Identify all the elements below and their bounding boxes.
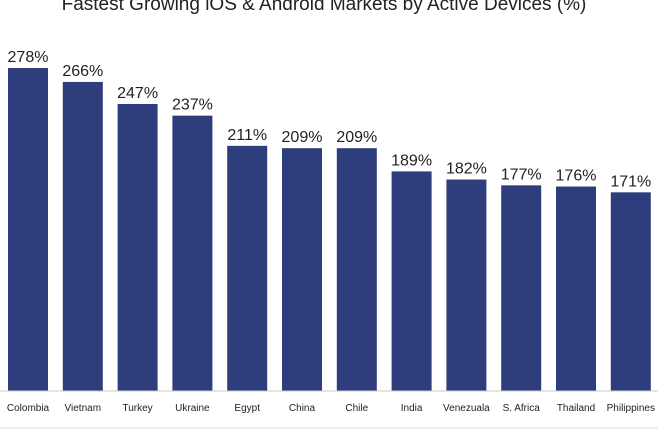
value-label: 211% <box>227 127 267 144</box>
bar-venezuala <box>446 179 487 391</box>
bars-group: 278% Colombia 266% Vietnam 247% Turkey 237% Ukr… <box>7 49 655 414</box>
x-tick-label: Philippines <box>607 403 655 414</box>
value-label: 278% <box>8 49 49 66</box>
bar-philippines <box>610 192 651 391</box>
value-label: 237% <box>172 97 213 114</box>
x-tick-label: Thailand <box>557 403 595 414</box>
x-tick-label: Egypt <box>234 403 260 414</box>
value-label: 247% <box>117 85 158 102</box>
x-tick-label: India <box>401 403 423 414</box>
bar-chile <box>336 148 377 391</box>
value-label: 177% <box>501 166 542 183</box>
x-tick-label: Chile <box>345 403 368 414</box>
x-tick-label: Vietnam <box>65 403 102 414</box>
bar-china <box>282 148 322 391</box>
x-tick-label: Ukraine <box>175 403 210 414</box>
value-label: 171% <box>610 173 651 190</box>
value-label: 266% <box>62 63 103 80</box>
chart-title: Fastest Growing iOS & Android Markets by… <box>62 0 587 15</box>
x-tick-label: Turkey <box>122 403 152 414</box>
x-tick-label: Venezuala <box>443 403 490 414</box>
bar-egypt <box>227 145 268 391</box>
bar-vietnam <box>62 81 103 391</box>
x-tick-label: China <box>289 403 316 414</box>
value-label: 209% <box>282 129 323 146</box>
value-label: 189% <box>391 152 432 169</box>
x-tick-label: Colombia <box>7 403 50 414</box>
x-tick-label: S. Africa <box>503 403 541 414</box>
bar-colombia <box>8 68 48 391</box>
bar-india <box>391 171 432 391</box>
bar-turkey <box>117 104 158 392</box>
value-label: 209% <box>336 129 377 146</box>
bar-thailand <box>556 186 596 391</box>
bar-s-africa <box>501 185 542 391</box>
bar-ukraine <box>172 115 213 391</box>
value-label: 182% <box>446 161 487 178</box>
value-label: 176% <box>556 168 597 185</box>
